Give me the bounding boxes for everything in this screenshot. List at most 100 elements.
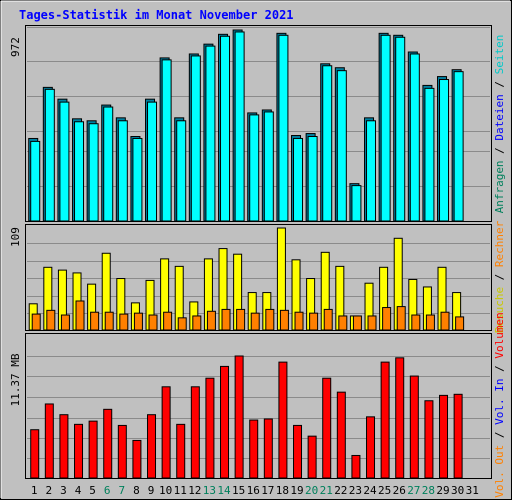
volume-bar bbox=[117, 424, 127, 479]
volume-bar bbox=[249, 419, 259, 479]
right-legends: Anfragen / Dateien / Seiten Besuche / Rec… bbox=[493, 35, 506, 498]
files-bar bbox=[234, 31, 245, 222]
volume-bar bbox=[395, 357, 405, 479]
volume-bar bbox=[103, 408, 113, 479]
sites-bar bbox=[265, 308, 275, 331]
legend-entry: Besuche bbox=[493, 287, 506, 333]
files-bar bbox=[336, 70, 347, 222]
volume-bar bbox=[322, 377, 332, 479]
sites-bar bbox=[177, 317, 187, 331]
sites-bar bbox=[294, 311, 304, 331]
x-tick-label: 31 bbox=[466, 484, 479, 497]
sites-bar bbox=[309, 312, 319, 331]
files-bar bbox=[439, 79, 450, 222]
volume-bar bbox=[278, 361, 288, 479]
sites-bar bbox=[148, 314, 158, 331]
volume-bar bbox=[205, 377, 215, 479]
volume-bar bbox=[30, 429, 40, 479]
x-tick-label: 5 bbox=[89, 484, 96, 497]
volume-bar bbox=[380, 361, 390, 479]
x-tick-label: 10 bbox=[159, 484, 172, 497]
volume-max-label: 11.37 MB bbox=[9, 353, 22, 406]
x-tick-label: 21 bbox=[320, 484, 333, 497]
volume-bar bbox=[59, 414, 69, 479]
x-tick-label: 18 bbox=[276, 484, 289, 497]
volume-bar bbox=[161, 386, 171, 479]
x-tick-label: 6 bbox=[104, 484, 111, 497]
hits-legend: Anfragen / Dateien / Seiten bbox=[493, 35, 506, 214]
files-bar bbox=[44, 88, 55, 222]
files-bar bbox=[366, 120, 377, 222]
x-tick-label: 19 bbox=[290, 484, 303, 497]
files-bar bbox=[263, 111, 274, 222]
sites-bar bbox=[382, 307, 392, 331]
volume-bar bbox=[439, 394, 449, 479]
x-tick-label: 4 bbox=[75, 484, 82, 497]
x-tick-label: 9 bbox=[148, 484, 155, 497]
legend-entry: Rechner bbox=[493, 220, 506, 267]
volume-bar bbox=[351, 454, 361, 479]
volume-bar bbox=[293, 424, 303, 479]
sites-bar bbox=[119, 313, 129, 331]
x-tick-label: 30 bbox=[451, 484, 464, 497]
legend-entry: Volumen bbox=[493, 312, 506, 358]
sites-bar bbox=[411, 314, 421, 331]
files-bar bbox=[147, 101, 158, 222]
sites-bar bbox=[455, 316, 465, 331]
files-bar bbox=[409, 53, 420, 222]
files-bar bbox=[74, 121, 85, 222]
sites-bar bbox=[396, 306, 406, 331]
x-tick-label: 17 bbox=[261, 484, 274, 497]
visits-max-label: 109 bbox=[9, 227, 22, 247]
x-tick-label: 11 bbox=[174, 484, 187, 497]
volume-bar bbox=[74, 423, 84, 479]
visits-legend-text: Besuche / Rechner bbox=[493, 220, 506, 333]
sites-bar bbox=[236, 308, 246, 331]
files-bar bbox=[161, 59, 172, 222]
x-tick-label: 16 bbox=[247, 484, 260, 497]
files-bar bbox=[59, 101, 70, 222]
files-bar bbox=[205, 45, 216, 222]
files-bar bbox=[249, 114, 260, 222]
volume-bar bbox=[424, 400, 434, 479]
volume-legend-text: Vol. Out / Vol. In / Volumen bbox=[493, 312, 506, 497]
hits-max-label: 972 bbox=[9, 37, 22, 57]
sites-bar bbox=[75, 300, 85, 331]
x-tick-label: 24 bbox=[363, 484, 377, 497]
volume-legend: Vol. Out / Vol. In / Volumen bbox=[493, 312, 506, 497]
x-tick-label: 27 bbox=[407, 484, 420, 497]
files-bar bbox=[190, 55, 201, 222]
files-bar bbox=[220, 35, 231, 222]
legend-entry: Seiten bbox=[493, 35, 506, 75]
x-tick-label: 12 bbox=[188, 484, 201, 497]
files-bar bbox=[307, 136, 318, 222]
sites-bar bbox=[90, 311, 100, 331]
files-bar bbox=[351, 185, 362, 222]
volume-bar bbox=[176, 423, 186, 479]
legend-separator: / bbox=[493, 74, 506, 94]
sites-bar bbox=[440, 311, 450, 331]
sites-bar bbox=[163, 311, 173, 331]
volume-bar bbox=[336, 391, 346, 479]
volume-bar bbox=[263, 418, 273, 479]
volume-bar bbox=[132, 439, 142, 479]
legend-separator: / bbox=[493, 267, 506, 287]
files-bar bbox=[132, 137, 143, 222]
sites-bar bbox=[104, 311, 114, 331]
legend-entry: Vol. In bbox=[493, 379, 506, 425]
x-tick-label: 20 bbox=[305, 484, 318, 497]
x-tick-label: 13 bbox=[203, 484, 216, 497]
files-bar bbox=[117, 120, 128, 222]
sites-bar bbox=[192, 315, 202, 331]
x-tick-label: 15 bbox=[232, 484, 245, 497]
x-tick-label: 26 bbox=[393, 484, 406, 497]
x-tick-label: 2 bbox=[46, 484, 53, 497]
legend-entry: Vol. Out bbox=[493, 445, 506, 498]
sites-bar bbox=[323, 308, 333, 331]
volume-bar bbox=[220, 365, 230, 479]
x-tick-label: 28 bbox=[422, 484, 435, 497]
files-bar bbox=[103, 106, 114, 222]
visits-legend: Besuche / Rechner bbox=[493, 220, 506, 333]
